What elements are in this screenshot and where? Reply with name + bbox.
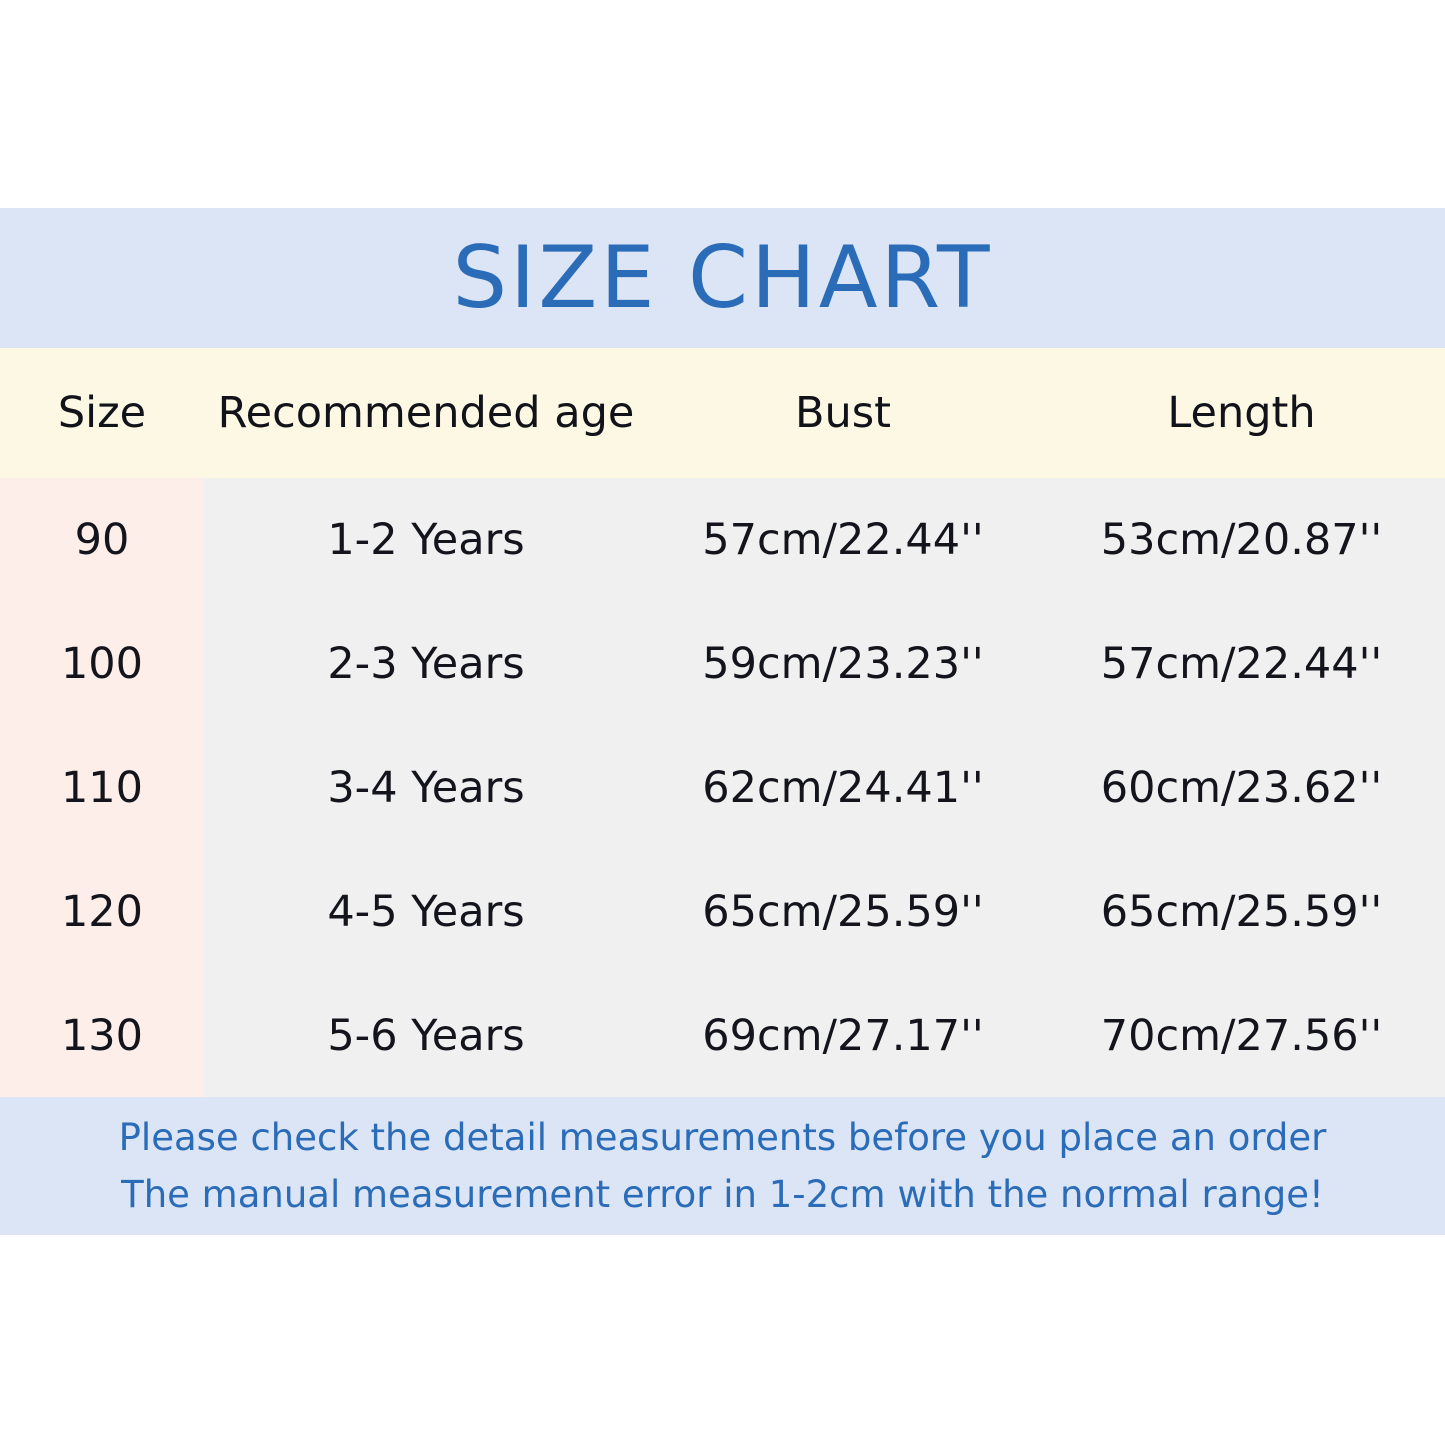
title-band: SIZE CHART [0, 208, 1445, 348]
cell-size: 120 [60, 887, 144, 937]
cell-bust: 59cm/23.23'' [702, 639, 984, 689]
cell-length: 60cm/23.62'' [1100, 763, 1383, 813]
page-title: SIZE CHART [452, 228, 993, 328]
cell-age: 1-2 Years [327, 515, 525, 565]
table-header-band: Size Recommended age Bust Length [0, 348, 1445, 478]
cell-bust: 57cm/22.44'' [702, 515, 984, 565]
cell-length: 57cm/22.44'' [1100, 639, 1383, 689]
cell-age: 2-3 Years [327, 639, 525, 689]
footer-note-band: Please check the detail measurements bef… [0, 1097, 1445, 1235]
table-body: 90 1-2 Years 57cm/22.44'' 53cm/20.87'' 1… [0, 478, 1445, 1097]
table-row: 130 5-6 Years 69cm/27.17'' 70cm/27.56'' [0, 974, 1445, 1098]
cell-bust: 62cm/24.41'' [702, 763, 984, 813]
cell-size: 130 [60, 1011, 144, 1061]
cell-size: 90 [74, 515, 130, 565]
column-header-bust: Bust [794, 388, 891, 438]
footer-note-line-2: The manual measurement error in 1-2cm wi… [121, 1173, 1324, 1216]
table-header-row: Size Recommended age Bust Length [0, 348, 1445, 478]
cell-bust: 65cm/25.59'' [702, 887, 984, 937]
table-row: 100 2-3 Years 59cm/23.23'' 57cm/22.44'' [0, 602, 1445, 726]
column-header-age: Recommended age [217, 388, 635, 438]
footer-note-line-1: Please check the detail measurements bef… [118, 1115, 1327, 1159]
cell-size: 100 [60, 639, 144, 689]
table-row: 90 1-2 Years 57cm/22.44'' 53cm/20.87'' [0, 478, 1445, 602]
cell-age: 4-5 Years [327, 887, 525, 937]
cell-length: 53cm/20.87'' [1100, 515, 1383, 565]
cell-size: 110 [60, 763, 144, 813]
size-column-background [0, 478, 204, 1097]
table-row: 110 3-4 Years 62cm/24.41'' 60cm/23.62'' [0, 726, 1445, 850]
column-header-size: Size [57, 388, 147, 438]
cell-length: 70cm/27.56'' [1100, 1011, 1383, 1061]
table-row: 120 4-5 Years 65cm/25.59'' 65cm/25.59'' [0, 850, 1445, 974]
column-header-length: Length [1167, 388, 1316, 438]
cell-age: 3-4 Years [327, 763, 525, 813]
cell-age: 5-6 Years [327, 1011, 525, 1061]
cell-bust: 69cm/27.17'' [702, 1011, 984, 1061]
cell-length: 65cm/25.59'' [1100, 887, 1383, 937]
